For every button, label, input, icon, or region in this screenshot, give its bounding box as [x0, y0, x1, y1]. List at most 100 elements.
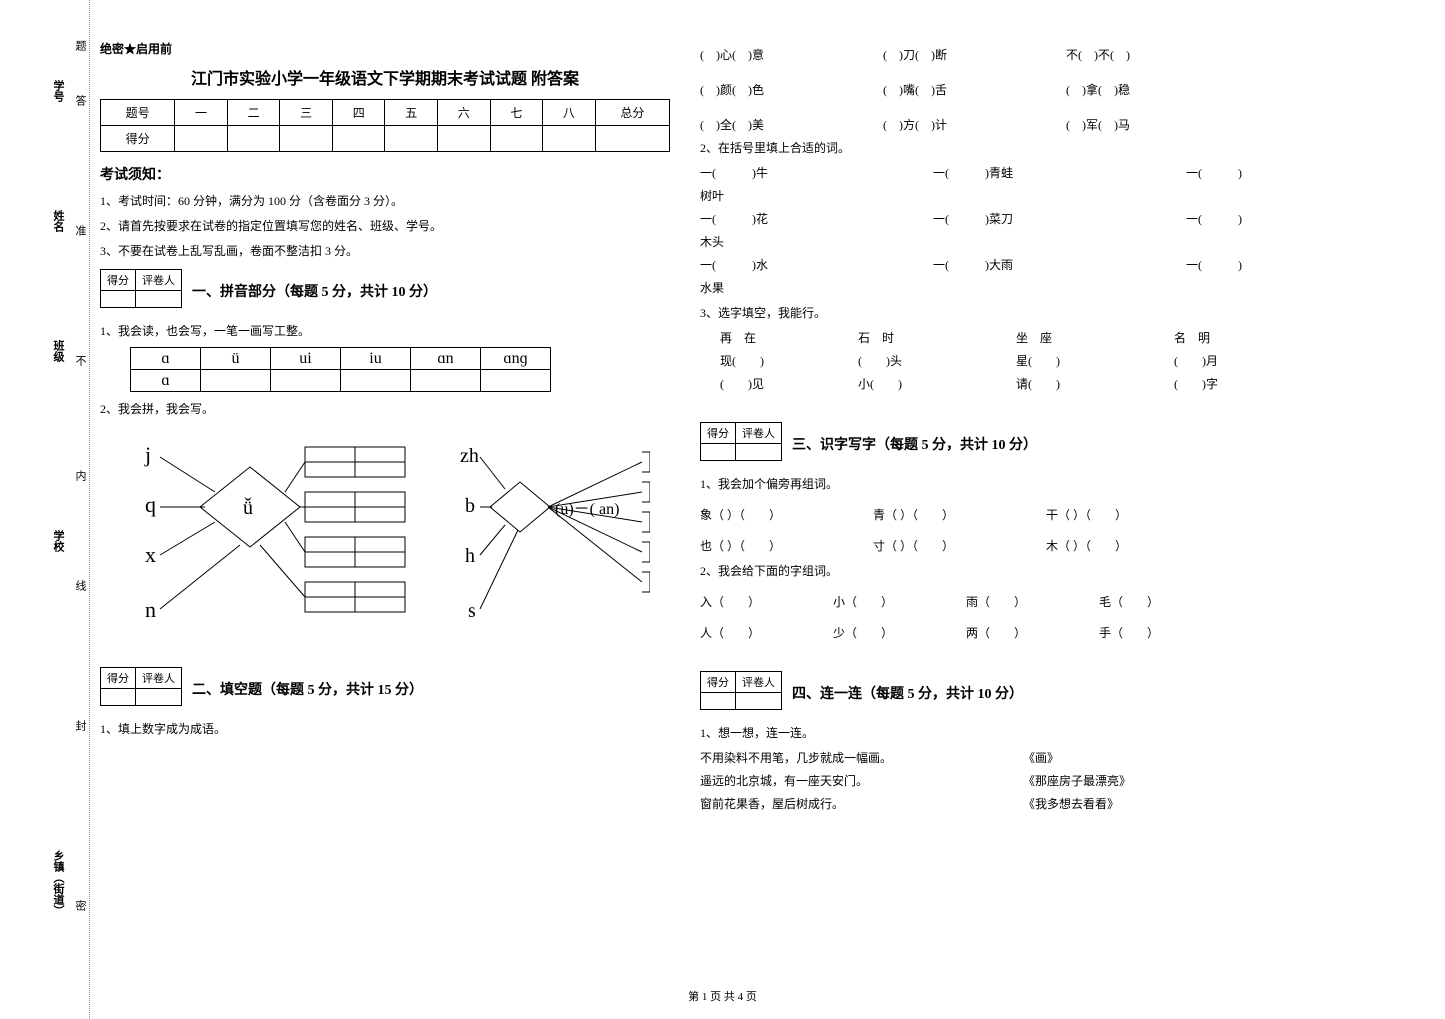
- w-1-3: 雨（ ）: [966, 593, 1096, 610]
- dl-center: ǚ: [243, 496, 253, 519]
- dl-x: x: [145, 542, 156, 567]
- dr-zh: zh: [460, 445, 479, 467]
- st-h1: 一: [175, 100, 228, 126]
- sidebar-dash-1: 准: [72, 225, 88, 236]
- sidebar-dash-6: 密: [72, 900, 88, 911]
- w-2-1: 人（ ）: [700, 624, 830, 641]
- dl-j: j: [144, 442, 151, 467]
- ch-r1-2: ( )头: [858, 352, 1013, 369]
- rad-2-2: 寸（ ）（ ）: [873, 537, 1043, 554]
- m-3-1: 一( )水: [700, 256, 930, 273]
- st-h5: 五: [385, 100, 438, 126]
- st-h3: 三: [280, 100, 333, 126]
- ch-h2: 石 时: [858, 329, 1013, 346]
- ch-r2-4: ( )字: [1174, 375, 1294, 392]
- st-h6: 六: [438, 100, 491, 126]
- ch-r1-3: 星( ): [1016, 352, 1171, 369]
- w-1-2: 小（ ）: [833, 593, 963, 610]
- dr-s: s: [468, 600, 476, 622]
- idiom-3-1: ( )全( )美: [700, 116, 880, 133]
- w-2-2: 少（ ）: [833, 624, 963, 641]
- ch-r1-1: 现( ): [700, 352, 855, 369]
- q2-3: 3、选字填空，我能行。: [700, 304, 1380, 321]
- idiom-2-2: ( )嘴( )舌: [883, 81, 1063, 98]
- sidebar-label-2: 班级: [50, 340, 66, 362]
- q3-2: 2、我会给下面的字组词。: [700, 562, 1380, 579]
- q3-1: 1、我会加个偏旁再组词。: [700, 475, 1380, 492]
- score-box-4: 得分评卷人: [700, 671, 782, 710]
- m-3-2: 一( )大雨: [933, 256, 1183, 273]
- exam-sidebar: 题 学号 答 姓名 准 班级 不 内 学校 线 封 乡镇（街道） 密: [0, 0, 90, 1019]
- m-2-2: 一( )菜刀: [933, 210, 1183, 227]
- q4-1: 1、想一想，连一连。: [700, 724, 1380, 741]
- notice-title: 考试须知：: [100, 164, 670, 184]
- st-r2: 得分: [101, 126, 175, 152]
- idiom-1-3: 不( )不( ): [1066, 46, 1246, 63]
- ch-h1: 再 在: [700, 329, 855, 346]
- pinyin-table: ɑ ü ui iu ɑn ɑnɡ ɑ: [130, 347, 551, 392]
- match-l2: 遥远的北京城，有一座天安门。: [700, 772, 1020, 789]
- secret-label: 绝密★启用前: [100, 40, 670, 57]
- idiom-3-3: ( )军( )马: [1066, 116, 1246, 133]
- bracket-right: [642, 452, 650, 592]
- st-h2: 二: [227, 100, 280, 126]
- m-2b: 木头: [700, 233, 1380, 250]
- score-box-1: 得分评卷人: [100, 269, 182, 308]
- ch-h3: 坐 座: [1016, 329, 1171, 346]
- sidebar-dash-0: 答: [72, 95, 88, 106]
- q1-1: 1、我会读，也会写，一笔一画写工整。: [100, 322, 670, 339]
- m-1-2: 一( )青蛙: [933, 164, 1183, 181]
- match-r2: 《那座房子最漂亮》: [1023, 774, 1131, 788]
- notice-1: 1、考试时间：60 分钟，满分为 100 分（含卷面分 3 分）。: [100, 192, 670, 209]
- ch-r2-1: ( )见: [700, 375, 855, 392]
- dr-h: h: [465, 545, 475, 567]
- score-box-3: 得分评卷人: [700, 422, 782, 461]
- m-2-3: 一( ): [1186, 212, 1242, 226]
- section-1-title: 一、拼音部分（每题 5 分，共计 10 分）: [192, 281, 437, 301]
- page-footer: 第 1 页 共 4 页: [0, 988, 1445, 1004]
- box-set-left: [305, 447, 405, 612]
- diagram-svg: j q x n ǚ: [120, 427, 650, 657]
- st-h0: 题号: [101, 100, 175, 126]
- sidebar-label-1: 姓名: [50, 210, 66, 232]
- m-3-3: 一( ): [1186, 258, 1242, 272]
- sidebar-dash-3: 内: [72, 470, 88, 481]
- w-2-4: 手（ ）: [1099, 624, 1229, 641]
- section-3-title: 三、识字写字（每题 5 分，共计 10 分）: [792, 434, 1037, 454]
- st-h4: 四: [332, 100, 385, 126]
- notice-3: 3、不要在试卷上乱写乱画，卷面不整洁扣 3 分。: [100, 242, 670, 259]
- section-4-title: 四、连一连（每题 5 分，共计 10 分）: [792, 683, 1023, 703]
- rad-2-1: 也（ ）（ ）: [700, 537, 870, 554]
- idiom-1-1: ( )心( )意: [700, 46, 880, 63]
- ch-h4: 名 明: [1174, 329, 1294, 346]
- pinyin-diagram: j q x n ǚ: [120, 427, 650, 657]
- exam-title: 江门市实验小学一年级语文下学期期末考试试题 附答案: [100, 65, 670, 89]
- dl-q: q: [145, 492, 156, 517]
- sidebar-dash-2: 不: [72, 355, 88, 366]
- m-1b: 树叶: [700, 187, 1380, 204]
- sidebar-label-0: 学号: [50, 80, 66, 102]
- idiom-3-2: ( )方( )计: [883, 116, 1063, 133]
- st-h8: 八: [543, 100, 596, 126]
- main-column: 绝密★启用前 江门市实验小学一年级语文下学期期末考试试题 附答案 题号 一 二 …: [100, 40, 670, 745]
- match-r1: 《画》: [1023, 751, 1059, 765]
- score-summary-table: 题号 一 二 三 四 五 六 七 八 总分 得分: [100, 99, 670, 152]
- q2-2: 2、在括号里填上合适的词。: [700, 139, 1380, 156]
- dr-b: b: [465, 495, 475, 517]
- w-1-1: 入（ ）: [700, 593, 830, 610]
- ch-r1-4: ( )月: [1174, 352, 1294, 369]
- rad-1-3: 干（ ）（ ）: [1046, 506, 1216, 523]
- st-h9: 总分: [595, 100, 669, 126]
- idiom-2-3: ( )拿( )稳: [1066, 81, 1246, 98]
- sidebar-top: 题: [72, 40, 88, 51]
- match-r3: 《我多想去看看》: [1023, 797, 1119, 811]
- m-1-1: 一( )牛: [700, 164, 930, 181]
- w-1-4: 毛（ ）: [1099, 593, 1229, 610]
- sidebar-label-4: 乡镇（街道）: [50, 850, 66, 916]
- ch-r2-3: 请( ): [1016, 375, 1171, 392]
- m-3b: 水果: [700, 279, 1380, 296]
- q1-2: 2、我会拼，我会写。: [100, 400, 670, 417]
- match-l1: 不用染料不用笔，几步就成一幅画。: [700, 749, 1020, 766]
- notice-2: 2、请首先按要求在试卷的指定位置填写您的姓名、班级、学号。: [100, 217, 670, 234]
- score-box-2: 得分评卷人: [100, 667, 182, 706]
